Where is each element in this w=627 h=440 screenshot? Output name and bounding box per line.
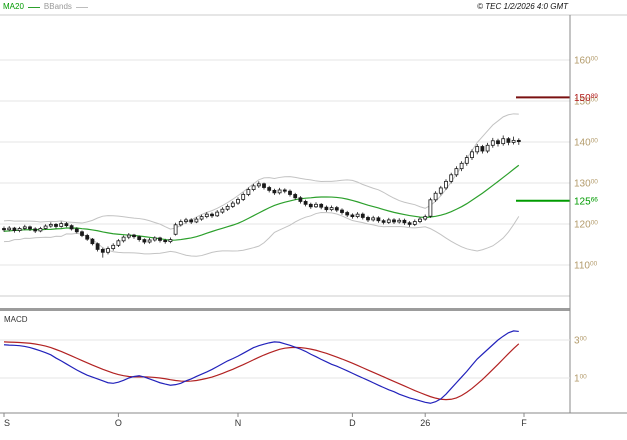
svg-text:13000: 13000 [574,179,598,190]
svg-text:16000: 16000 [574,56,598,67]
price-scale-labels: 16000 15000 14000 13000 12000 11000 [574,56,598,272]
svg-text:F: F [521,418,527,428]
copyright-text: © TEC 1/2/2026 4:0 GMT [477,2,568,11]
macd-lines [3,330,520,404]
svg-text:15089: 15089 [574,93,598,104]
macd-pane-label: MACD [4,315,28,324]
legend-ma20-label: MA20 [3,2,24,11]
frame-lines [0,14,627,414]
svg-text:S: S [4,418,10,428]
svg-text:12566: 12566 [574,196,598,207]
candlesticks [2,135,521,258]
macd-gridlines: 300 100 [0,336,587,385]
time-axis: S O N D 26 F [3,413,527,428]
level-lines: 15089 12566 [516,93,598,207]
bbands-line-sample [75,6,88,8]
svg-text:N: N [235,418,242,428]
svg-text:14000: 14000 [574,138,598,149]
svg-text:D: D [349,418,356,428]
svg-text:26: 26 [420,418,430,428]
price-gridlines [0,59,570,266]
svg-text:11000: 11000 [574,261,598,272]
ma20-line-sample [27,6,40,8]
chart-legend: MA20 BBands [3,2,88,12]
svg-text:300: 300 [574,336,587,347]
svg-text:100: 100 [574,374,587,385]
svg-text:15000: 15000 [574,97,598,108]
bollinger-bands [3,113,520,257]
svg-text:12000: 12000 [574,220,598,231]
legend-bbands-label: BBands [43,2,72,11]
ma20-line [3,164,520,241]
svg-text:O: O [115,418,122,428]
